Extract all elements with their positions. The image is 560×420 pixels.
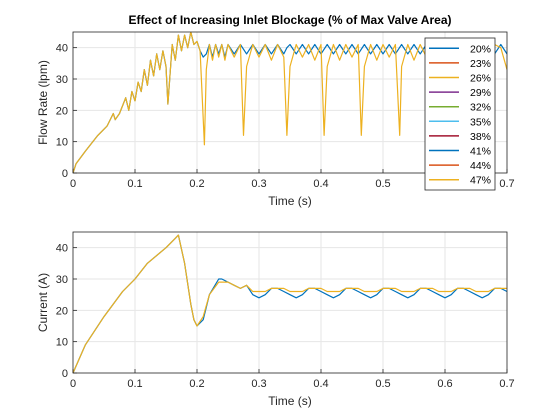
- y-tick-label: 40: [56, 43, 68, 55]
- current-chart: 0 0.1 0.2 0.3 0.4 0.5 0.6 0.7 0 10 20 30 40 Time (s) C…: [36, 231, 515, 408]
- legend-entry-label: 26%: [470, 73, 491, 85]
- axes-box: [72, 31, 508, 174]
- legend-entry-label: 20%: [470, 43, 491, 55]
- y-tick-label: 0: [62, 168, 68, 180]
- legend-entry-label: 38%: [470, 131, 491, 143]
- x-tick-label: 0: [70, 378, 76, 390]
- x-axis-label: Time (s): [268, 394, 312, 408]
- y-tick-label: 10: [56, 137, 68, 149]
- legend: 20% 23% 26% 29% 32% 35% 38% 41% 44% 47%: [424, 37, 496, 191]
- x-tick-label: 0.2: [189, 178, 204, 190]
- x-tick-label: 0.4: [313, 378, 328, 390]
- axes-box: [72, 231, 508, 374]
- y-tick-label: 40: [56, 243, 68, 255]
- x-tick-label: 0.4: [313, 178, 328, 190]
- y-tick-label: 20: [56, 105, 68, 117]
- y-tick-label: 0: [62, 368, 68, 380]
- legend-entry-label: 23%: [470, 58, 491, 70]
- x-tick-label: 0.3: [251, 378, 266, 390]
- x-tick-label: 0.7: [499, 378, 514, 390]
- x-tick-label: 0.7: [499, 178, 514, 190]
- legend-entry-label: 32%: [470, 102, 491, 114]
- legend-entry-label: 41%: [470, 146, 491, 158]
- series-line: [73, 32, 507, 173]
- x-axis-label: Time (s): [268, 194, 312, 208]
- y-axis-label: Current (A): [36, 273, 50, 332]
- x-tick-label: 0.5: [375, 178, 390, 190]
- x-tick-label: 0.2: [189, 378, 204, 390]
- legend-entry-label: 29%: [470, 87, 491, 99]
- plot-area: [73, 232, 507, 373]
- legend-entry-label: 44%: [470, 160, 491, 172]
- x-tick-label: 0: [70, 178, 76, 190]
- series-line: [73, 234, 507, 373]
- y-tick-label: 10: [56, 337, 68, 349]
- x-tick-label: 0.6: [437, 378, 452, 390]
- legend-entry-label: 35%: [470, 116, 491, 128]
- x-tick-label: 0.1: [127, 178, 142, 190]
- series-lines: [73, 234, 507, 373]
- y-tick-label: 30: [56, 74, 68, 86]
- series-lines: [73, 32, 507, 173]
- x-tick-label: 0.5: [375, 378, 390, 390]
- y-tick-label: 30: [56, 274, 68, 286]
- legend-entry-label: 47%: [470, 175, 491, 187]
- chart-title: Effect of Increasing Inlet Blockage (% o…: [129, 13, 452, 27]
- y-axis-label: Flow Rate (lpm): [36, 60, 50, 145]
- x-tick-label: 0.1: [127, 378, 142, 390]
- y-tick-label: 20: [56, 305, 68, 317]
- x-tick-label: 0.3: [251, 178, 266, 190]
